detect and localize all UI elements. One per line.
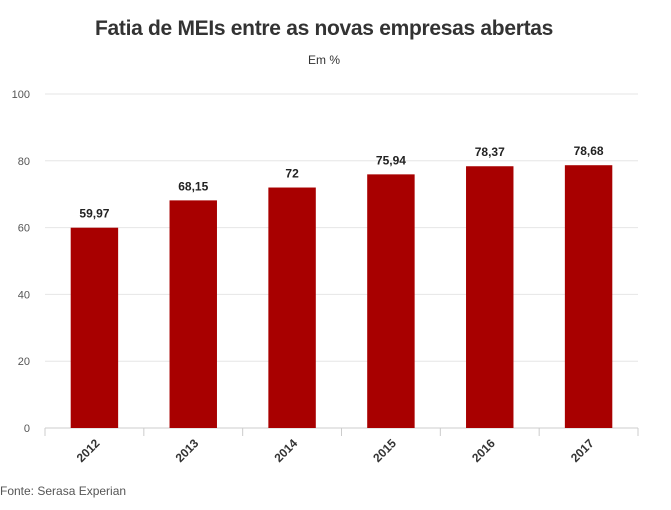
- chart-title: Fatia de MEIs entre as novas empresas ab…: [94, 17, 554, 40]
- y-tick-label: 60: [18, 223, 30, 235]
- bar: [564, 165, 613, 428]
- data-label: 75,94: [376, 153, 406, 167]
- bar: [169, 200, 217, 428]
- grid-lines: [45, 93, 638, 429]
- x-tick-label: 2014: [271, 436, 300, 465]
- x-tick-label: 2013: [173, 436, 202, 465]
- bar: [466, 166, 514, 428]
- source-note: Fonte: Serasa Experian: [0, 484, 127, 498]
- y-tick-label: 40: [18, 289, 30, 301]
- bar-chart: 0 20 40 60 80 100 59,97 68,15 72 75,94 78,37 78,68…: [12, 89, 639, 465]
- bar: [367, 174, 415, 428]
- x-tick-label: 2015: [370, 436, 399, 465]
- x-tick-label: 2017: [568, 436, 597, 465]
- data-label: 78,68: [574, 144, 604, 158]
- data-label: 68,15: [178, 179, 208, 193]
- bars: [70, 165, 613, 428]
- y-tick-label: 80: [18, 156, 30, 168]
- data-label: 78,37: [475, 145, 505, 159]
- x-axis: 2012 2013 2014 2015 2016 2017: [44, 428, 639, 465]
- chart-subtitle: Em %: [307, 53, 340, 67]
- data-labels: 59,97 68,15 72 75,94 78,37 78,68: [79, 144, 604, 220]
- x-tick-label: 2012: [74, 436, 103, 465]
- y-tick-label: 100: [12, 89, 30, 101]
- x-tick-label: 2016: [469, 436, 498, 465]
- y-axis-ticks: 0 20 40 60 80 100: [12, 89, 30, 435]
- bar: [268, 187, 316, 428]
- y-tick-label: 0: [24, 423, 30, 435]
- y-tick-label: 20: [18, 356, 30, 368]
- bar: [70, 227, 119, 428]
- data-label: 59,97: [79, 207, 109, 221]
- data-label: 72: [285, 167, 299, 181]
